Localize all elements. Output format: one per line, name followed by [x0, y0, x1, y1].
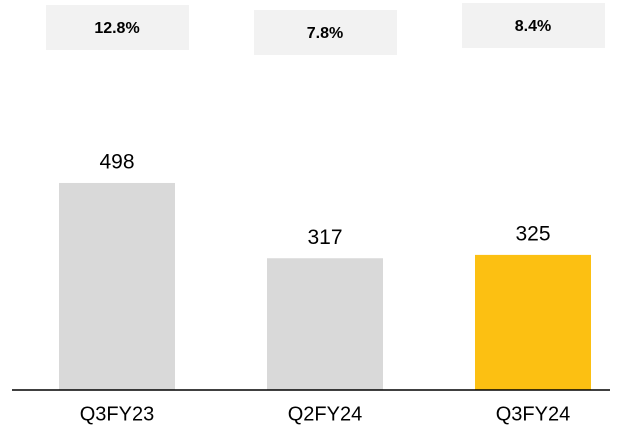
annotation: 7.8% — [307, 25, 343, 42]
value-label: 325 — [515, 222, 550, 245]
value-label: 498 — [99, 151, 134, 174]
annotation-box — [254, 10, 397, 55]
annotation: 12.8% — [94, 20, 139, 37]
x-tick-label: Q2FY24 — [288, 403, 362, 425]
annotation: 8.4% — [515, 18, 551, 35]
x-tick-label: Q3FY23 — [80, 403, 154, 425]
value-label: 317 — [307, 226, 342, 249]
x-tick-label: Q3FY24 — [496, 403, 570, 425]
annotation-box — [46, 5, 189, 50]
bar — [59, 182, 175, 390]
bar — [475, 254, 591, 390]
annotation-box — [462, 3, 605, 48]
bar — [267, 258, 383, 390]
